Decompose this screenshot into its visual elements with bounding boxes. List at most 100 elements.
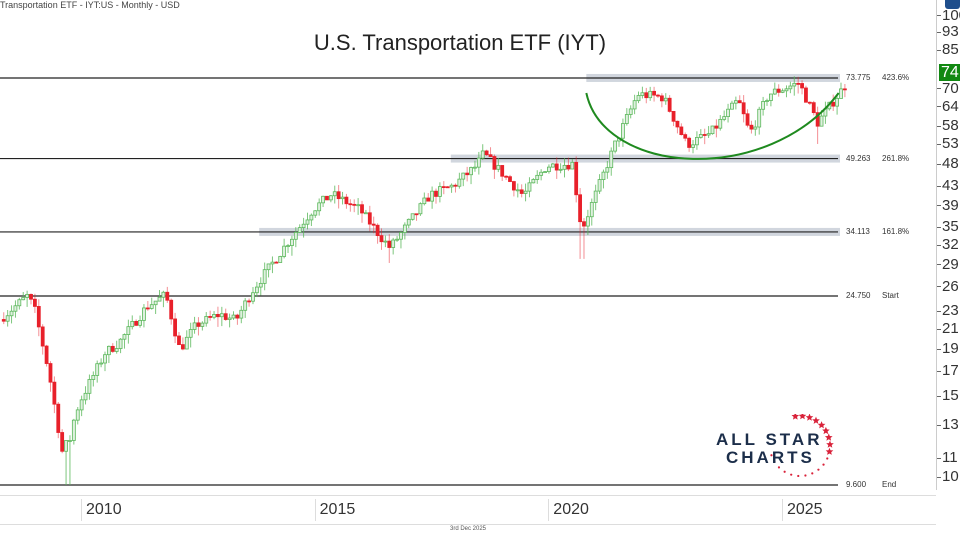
candle-body (317, 202, 322, 212)
candle-body (632, 100, 637, 110)
candle-body (68, 440, 72, 442)
candle-down (56, 402, 61, 439)
candle-body (511, 181, 516, 191)
logo-star (791, 414, 800, 420)
candle-body (48, 363, 53, 383)
candle-up (83, 386, 88, 405)
candle-up (231, 311, 236, 320)
candle-up (212, 311, 216, 320)
candle-body (753, 126, 758, 130)
candle-body (325, 195, 329, 201)
candle-up (200, 321, 205, 331)
candle-down (134, 319, 139, 327)
candle-down (44, 344, 49, 367)
candle-down (582, 218, 586, 259)
candle-up (722, 110, 727, 122)
candle-body (718, 118, 723, 129)
candle-body (523, 190, 528, 194)
y-tick-label: 100 (937, 8, 960, 23)
candle-up (251, 287, 255, 305)
candle-down (379, 228, 384, 250)
candle-body (772, 88, 777, 95)
candle-body (367, 212, 372, 225)
candle-up (480, 144, 485, 161)
candle-up (601, 169, 606, 189)
level-tag: Start (882, 290, 899, 300)
candle-up (243, 298, 248, 318)
support-bands (259, 73, 841, 236)
candle-up (219, 306, 224, 327)
candle-body (480, 150, 485, 159)
y-tick-label: 39 (937, 198, 959, 213)
candle-down (274, 261, 279, 264)
y-tick-label: 17 (937, 363, 959, 378)
candle-body (395, 238, 399, 241)
candle-up (91, 371, 96, 387)
logo-dot (797, 474, 800, 478)
candle-up (469, 166, 473, 185)
candle-up (227, 313, 232, 328)
logo-dot (817, 468, 820, 471)
y-tick-label: 58 (937, 118, 959, 133)
candle-body (710, 125, 715, 135)
candle-down (484, 149, 489, 156)
candle-body (321, 195, 325, 204)
candle-up (562, 158, 567, 178)
candle-body (33, 298, 37, 307)
candle-body (348, 203, 353, 206)
candle-down (741, 95, 746, 123)
candle-body (301, 223, 306, 229)
level-value: 34.113 (846, 226, 870, 236)
candle-down (36, 299, 41, 337)
candle-up (340, 191, 345, 205)
candle-down (177, 332, 181, 346)
candle-up (99, 358, 104, 368)
price-axis[interactable]: 9101113151719212326293235394348535864707… (936, 0, 960, 490)
settings-icon[interactable] (945, 0, 960, 9)
candle-down (247, 298, 251, 307)
candle-down (683, 132, 688, 142)
candle-body (784, 88, 789, 92)
candle-body (36, 306, 41, 328)
candle-down (216, 306, 220, 327)
y-tick-label: 13 (937, 417, 959, 432)
candle-up (710, 125, 715, 135)
candle-body (422, 197, 427, 205)
candle-body (675, 120, 680, 128)
candle-body (180, 344, 185, 350)
candle-body (527, 182, 532, 192)
candle-down (434, 188, 438, 204)
candle-body (286, 245, 290, 247)
level-tag: 161.8% (882, 226, 910, 236)
y-tick-label: 23 (937, 303, 959, 318)
time-axis[interactable]: 2010 2015 2020 2025 (0, 495, 936, 525)
candle-down (519, 184, 524, 198)
candle-body (449, 184, 454, 188)
candle-body (192, 322, 197, 330)
candle-body (484, 150, 489, 156)
candle-body (56, 403, 61, 433)
candle-up (25, 290, 30, 307)
candle-down (776, 84, 781, 97)
candle-body (13, 305, 18, 312)
y-tick-label: 64 (937, 99, 959, 114)
x-tick-label: 2015 (314, 499, 355, 521)
candle-up (395, 236, 399, 242)
candle-up (71, 418, 76, 445)
candle-body (648, 90, 653, 99)
candle-body (142, 307, 146, 321)
candle-body (188, 329, 193, 338)
candle-up (418, 202, 423, 216)
candle-body (609, 150, 614, 169)
candle-body (473, 166, 477, 169)
logo-star (798, 414, 807, 420)
candle-body (379, 235, 384, 243)
candle-up (788, 81, 793, 94)
candle-body (644, 92, 649, 99)
y-tick-label: 26 (937, 279, 959, 294)
candle-body (110, 345, 115, 352)
candle-body (457, 178, 462, 187)
y-tick-label: 32 (937, 237, 959, 252)
candle-up (262, 262, 267, 291)
candle-body (842, 88, 847, 91)
